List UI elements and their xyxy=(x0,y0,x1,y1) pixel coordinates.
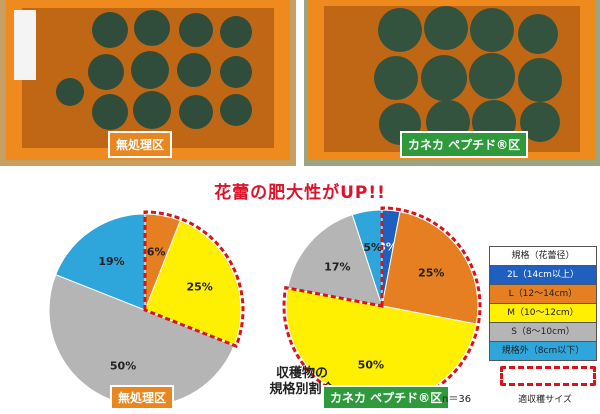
pie0-label-S: 50% xyxy=(110,359,136,372)
crate-photo-treated xyxy=(304,0,600,166)
pie-label-treated: カネカ ペプチド®区 xyxy=(322,385,451,410)
crate-photo-untreated xyxy=(0,0,296,166)
photo-treated: カネカ ペプチド®区 xyxy=(304,0,600,166)
pie-label-untreated: 無処理区 xyxy=(110,385,175,410)
caption-line1: 収穫物の xyxy=(275,366,328,381)
headline: 花蕾の肥大性がUP!! xyxy=(214,183,386,203)
legend-item-l: L（12～14cm） xyxy=(490,284,596,303)
legend: 規格（花蕾径） 2L（14cm以上） L（12～14cm） M（10～12cm）… xyxy=(489,246,597,361)
legend-item-s: S（8～10cm） xyxy=(490,322,596,341)
pie-charts: 6%25%50%19%3%25%50%17%5% xyxy=(48,206,482,407)
pie0-suitable-outline xyxy=(143,210,245,349)
label-treated: カネカ ペプチド®区 xyxy=(400,131,529,158)
caption-line2: 規格別割合 xyxy=(269,382,335,397)
pie0-slice-M xyxy=(144,220,242,346)
chart-caption: 収穫物の 規格別割合 xyxy=(252,366,352,398)
legend-title: 規格（花蕾径） xyxy=(490,247,596,265)
pie1-label-S: 17% xyxy=(324,261,350,274)
broccoli-group-untreated xyxy=(56,10,252,130)
pie1-slice-S xyxy=(287,214,383,307)
pie0-slice-規格外 xyxy=(55,213,146,311)
pie1-label-M: 50% xyxy=(358,358,384,371)
pie1-label-L: 25% xyxy=(418,267,444,280)
pie1-slice-規格外 xyxy=(351,209,383,307)
pie0-label-L: 6% xyxy=(147,246,166,259)
legend-item-nonstandard: 規格外（8cm以下） xyxy=(490,341,596,360)
sample-size: n＝36 xyxy=(442,394,472,405)
pie1-slice-L xyxy=(381,211,479,325)
suitable-size-label: 適収穫サイズ xyxy=(518,395,572,405)
pie0-label-規格外: 19% xyxy=(98,255,124,268)
legend-item-m: M（10～12cm） xyxy=(490,303,596,322)
suitable-size-swatch xyxy=(500,366,596,386)
pie1-label-規格外: 5% xyxy=(363,241,382,254)
photo-untreated: 無処理区 xyxy=(0,0,296,166)
pie0-label-M: 25% xyxy=(186,280,212,293)
pie1-suitable-outline xyxy=(282,206,482,406)
label-untreated: 無処理区 xyxy=(108,131,173,158)
pie0-slice-S xyxy=(48,274,235,407)
legend-item-2l: 2L（14cm以上） xyxy=(490,265,596,284)
